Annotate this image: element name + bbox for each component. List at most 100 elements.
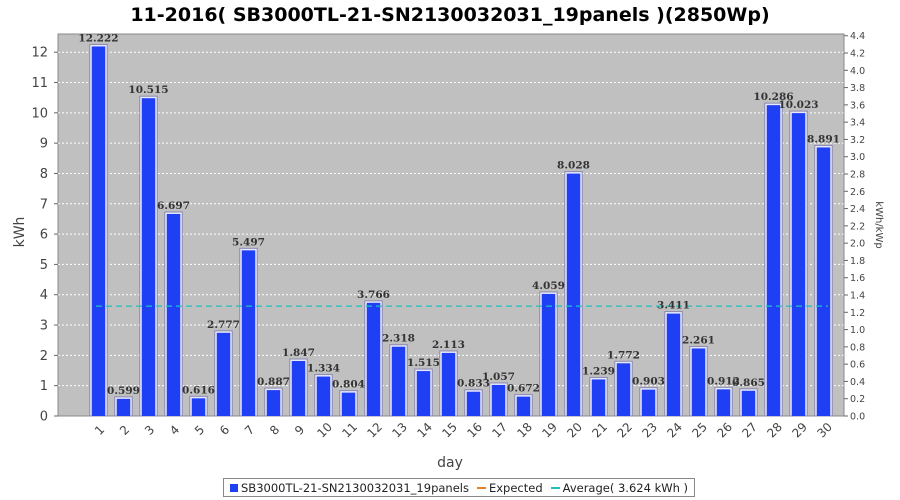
- y2-tick-label: 0.4: [850, 377, 865, 388]
- x-tick-label: 22: [614, 420, 635, 441]
- bar-value-label: 2.113: [432, 339, 465, 351]
- chart-title: 11-2016( SB3000TL-21-SN2130032031_19pane…: [130, 4, 770, 26]
- bar-fill: [416, 371, 431, 416]
- bar-value-label: 8.028: [557, 160, 590, 172]
- y-tick-label: 3: [40, 319, 48, 334]
- x-tick-label: 4: [167, 423, 182, 438]
- y2-axis-label: kWh/kWp: [873, 201, 884, 248]
- y2-tick-label: 1.2: [850, 308, 865, 319]
- bar: [564, 171, 583, 417]
- y2-tick-label: 1.4: [850, 291, 865, 302]
- bar: [764, 102, 783, 417]
- x-tick-label: 25: [689, 420, 710, 441]
- bar-value-label: 10.286: [753, 91, 793, 103]
- bar: [314, 374, 333, 417]
- bar: [814, 144, 833, 417]
- y-tick-label: 7: [40, 197, 48, 212]
- y2-tick-label: 1.8: [850, 256, 865, 267]
- bar: [689, 345, 708, 417]
- bar-value-label: 0.865: [732, 377, 765, 389]
- bar-fill: [516, 396, 531, 416]
- bar: [539, 291, 558, 417]
- x-tick-label: 11: [339, 420, 360, 441]
- bar-fill: [116, 398, 131, 416]
- x-tick-label: 6: [217, 423, 232, 438]
- bar-fill: [641, 389, 656, 416]
- x-tick-label: 8: [267, 423, 282, 438]
- y-axis-right: 0.0 0.2 0.4 0.6 0.8 1.0 1.2 1.4 1.6 1.8 2.0 2.2 2.4 2…: [843, 31, 865, 423]
- bar: [389, 344, 408, 417]
- bar-fill: [341, 392, 356, 416]
- legend-series-label: SB3000TL-21-SN2130032031_19panels: [241, 480, 469, 495]
- x-tick-label: 9: [292, 423, 307, 438]
- y2-tick-label: 2.6: [850, 187, 865, 198]
- legend-item-average: Average( 3.624 kWh ): [550, 481, 688, 495]
- x-tick-label: 3: [142, 423, 157, 438]
- bar-fill: [141, 98, 156, 416]
- bar-value-label: 0.912: [707, 375, 740, 387]
- legend-item-series: SB3000TL-21-SN2130032031_19panels: [230, 481, 469, 495]
- bar-value-label: 0.804: [332, 379, 365, 391]
- x-tick-label: 26: [714, 420, 735, 441]
- y-tick-label: 9: [40, 137, 48, 152]
- bar: [739, 388, 758, 417]
- bar-value-label: 1.847: [282, 347, 315, 359]
- x-tick-label: 29: [789, 420, 810, 441]
- x-tick-label: 7: [242, 423, 257, 438]
- x-tick-label: 21: [589, 420, 610, 441]
- y-axis-label: kWh: [12, 217, 28, 248]
- bar: [789, 110, 808, 417]
- y2-tick-label: 0.8: [850, 342, 865, 353]
- y-tick-label: 11: [31, 76, 48, 91]
- y2-tick-label: 3.2: [850, 135, 865, 146]
- y2-tick-label: 2.4: [850, 204, 865, 215]
- x-tick-label: 28: [764, 420, 785, 441]
- y-tick-label: 4: [40, 288, 48, 303]
- x-tick-label: 18: [514, 420, 535, 441]
- bar-value-label: 3.411: [657, 300, 690, 312]
- bar-fill: [466, 391, 481, 416]
- y2-tick-label: 3.4: [850, 118, 865, 129]
- y2-tick-label: 0.6: [850, 360, 865, 371]
- y2-tick-label: 1.0: [850, 325, 865, 336]
- y2-tick-label: 4.0: [850, 66, 865, 77]
- bar-value-label: 2.777: [207, 319, 240, 331]
- bar-fill: [391, 346, 406, 416]
- x-tick-label: 2: [117, 423, 132, 438]
- y-tick-label: 5: [40, 258, 48, 273]
- bar: [264, 387, 283, 417]
- y2-tick-label: 3.0: [850, 152, 865, 163]
- bar-fill: [616, 363, 631, 416]
- bar-value-label: 5.497: [232, 236, 265, 248]
- x-tick-label: 10: [314, 420, 335, 441]
- bar-value-label: 0.616: [182, 384, 215, 396]
- bar-value-label: 0.672: [507, 383, 540, 395]
- bar-value-label: 1.772: [607, 349, 640, 361]
- legend-series-swatch: [230, 483, 238, 492]
- x-tick-label: 14: [414, 420, 435, 441]
- bar-fill: [816, 147, 831, 417]
- x-tick-label: 27: [739, 420, 760, 441]
- bar-value-label: 4.059: [532, 280, 565, 292]
- bar-value-label: 8.891: [807, 133, 840, 145]
- x-tick-label: 19: [539, 420, 560, 441]
- bar-fill: [541, 293, 556, 416]
- bar-fill: [266, 390, 281, 416]
- x-tick-label: 12: [364, 420, 385, 441]
- y-tick-label: 6: [40, 228, 48, 243]
- bar-fill: [716, 389, 731, 416]
- bar-fill: [191, 398, 206, 416]
- bar: [639, 387, 658, 417]
- legend-item-expected: Expected: [476, 481, 543, 495]
- y-tick-label: 0: [40, 410, 48, 425]
- bar-fill: [591, 379, 606, 416]
- bar-fill: [316, 376, 331, 416]
- bar-fill: [216, 332, 231, 416]
- x-tick-label: 30: [814, 420, 835, 441]
- y-tick-label: 2: [40, 349, 48, 364]
- x-tick-label: 16: [464, 420, 485, 441]
- bar-fill: [291, 361, 306, 416]
- bar: [214, 330, 233, 417]
- bar: [589, 376, 608, 417]
- x-tick-label: 5: [192, 423, 207, 438]
